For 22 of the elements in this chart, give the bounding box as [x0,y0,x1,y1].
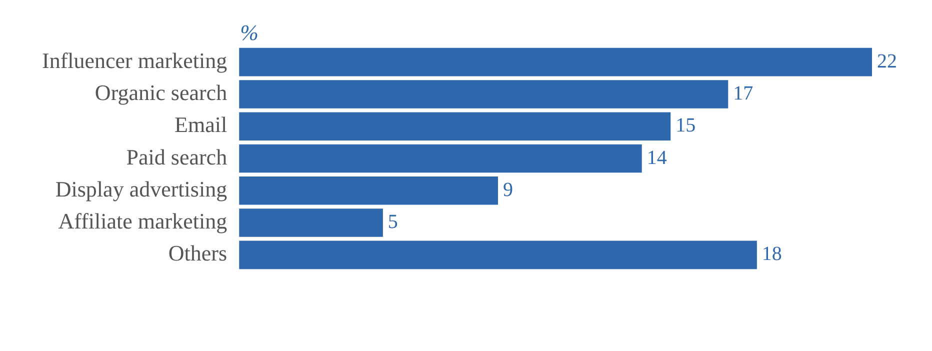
x-axis-title: % [240,20,258,45]
bar [239,112,671,140]
bar [239,240,757,270]
bar [239,80,728,108]
data-label: 9 [503,178,513,201]
bar [239,144,642,173]
data-label: 22 [877,50,897,72]
data-label: 14 [646,146,667,169]
data-label: 5 [388,211,398,234]
y-tick-label: Affiliate marketing [58,208,228,234]
y-tick-label: Others [168,240,228,266]
y-tick-label: Influencer marketing [42,48,228,73]
y-tick-label: Organic search [94,80,228,105]
y-tick-label: Paid search [126,144,228,170]
data-label: 17 [733,82,754,104]
y-tick-label: Email [174,112,228,138]
y-tick-label: Display advertising [55,176,228,202]
bar [239,48,872,76]
data-label: 18 [762,243,782,266]
bar [239,208,383,237]
bar [239,176,498,205]
data-label: 15 [676,114,696,137]
